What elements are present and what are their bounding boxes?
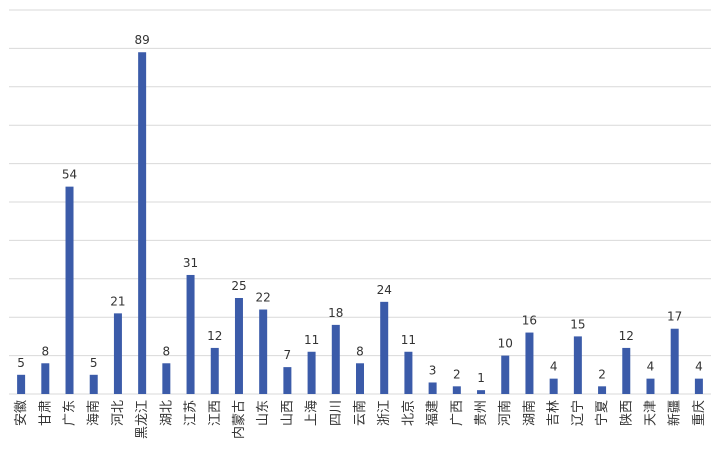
x-tick-label: 贵州 <box>474 400 489 426</box>
x-tick-label: 山东 <box>256 400 271 426</box>
bar <box>549 378 558 394</box>
x-tick-label: 湖北 <box>159 400 174 426</box>
bar <box>380 301 389 394</box>
bar <box>138 52 147 395</box>
data-label: 8 <box>41 344 49 358</box>
data-label: 15 <box>570 317 585 331</box>
data-label: 2 <box>598 367 606 381</box>
bar <box>622 347 631 394</box>
bar <box>694 378 703 394</box>
bar <box>17 374 26 394</box>
x-tick-label: 江西 <box>208 400 223 426</box>
data-label: 7 <box>284 348 292 362</box>
data-label: 12 <box>207 329 222 343</box>
data-label: 89 <box>134 33 149 47</box>
data-label: 25 <box>231 279 246 293</box>
data-label: 11 <box>401 333 416 347</box>
x-tick-label: 浙江 <box>377 400 392 426</box>
x-tick-label: 北京 <box>401 400 416 426</box>
bar <box>598 386 607 394</box>
bar <box>477 390 486 394</box>
data-label: 3 <box>429 363 437 377</box>
bar <box>113 313 122 394</box>
data-label: 10 <box>498 337 513 351</box>
x-tick-label: 河南 <box>497 400 513 426</box>
data-label: 31 <box>183 256 198 270</box>
data-label: 2 <box>453 367 461 381</box>
data-label: 17 <box>667 310 682 324</box>
x-tick-label: 甘肃 <box>38 400 53 426</box>
bar <box>331 324 340 394</box>
bar <box>404 351 413 394</box>
x-tick-label: 山西 <box>280 400 295 426</box>
data-label: 12 <box>619 329 634 343</box>
x-tick-label: 上海 <box>305 400 320 426</box>
x-tick-label: 内蒙古 <box>231 400 247 439</box>
bar <box>41 363 50 394</box>
bar <box>452 386 461 394</box>
bar <box>428 382 437 394</box>
data-label: 8 <box>356 344 364 358</box>
data-label: 22 <box>256 291 271 305</box>
bar <box>234 298 243 394</box>
data-label: 1 <box>477 371 485 385</box>
bar <box>89 374 98 394</box>
data-label: 21 <box>110 294 125 308</box>
bar <box>186 274 195 394</box>
data-label: 4 <box>695 360 703 374</box>
data-label: 5 <box>90 356 98 370</box>
bar <box>259 309 268 394</box>
x-tick-label: 安徽 <box>14 400 29 426</box>
x-tick-label: 辽宁 <box>570 400 586 426</box>
x-tick-label: 江苏 <box>183 400 199 426</box>
bar <box>525 332 534 394</box>
data-label: 5 <box>17 356 25 370</box>
x-tick-label: 吉林 <box>547 400 562 426</box>
x-tick-label: 黑龙江 <box>135 400 150 439</box>
bar <box>307 351 316 394</box>
data-label: 11 <box>304 333 319 347</box>
x-tick-label: 宁夏 <box>594 400 610 426</box>
bar <box>210 347 219 394</box>
x-tick-label: 四川 <box>329 400 344 426</box>
bar <box>356 363 364 394</box>
bar <box>501 355 510 394</box>
data-label: 4 <box>550 360 558 374</box>
x-tick-label: 陕西 <box>619 400 634 426</box>
x-tick-label: 福建 <box>426 400 441 426</box>
bar <box>162 363 171 394</box>
x-tick-label: 湖南 <box>521 400 537 426</box>
x-tick-label: 海南 <box>86 400 102 426</box>
x-tick-label: 广东 <box>63 400 78 426</box>
x-tick-label: 云南 <box>352 400 368 426</box>
x-tick-label: 广西 <box>450 400 465 426</box>
bar <box>670 328 679 394</box>
data-label: 4 <box>647 360 655 374</box>
data-label: 54 <box>62 168 77 182</box>
data-label: 24 <box>377 283 392 297</box>
bar <box>283 367 292 394</box>
data-label: 8 <box>163 344 171 358</box>
data-label: 16 <box>522 314 537 328</box>
x-tick-label: 重庆 <box>691 400 707 426</box>
x-tick-label: 新疆 <box>667 400 683 426</box>
x-tick-label: 天津 <box>643 400 658 426</box>
bar <box>646 378 655 394</box>
x-tick-label: 河北 <box>111 400 126 426</box>
bar <box>573 336 582 394</box>
bar <box>65 186 74 394</box>
data-label: 18 <box>328 306 343 320</box>
